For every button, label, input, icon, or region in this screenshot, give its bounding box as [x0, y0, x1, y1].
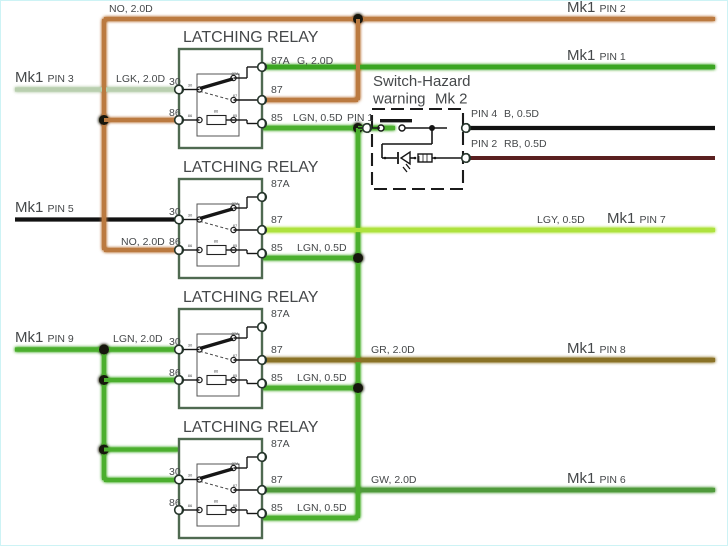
svg-text:LATCHING RELAY: LATCHING RELAY — [183, 29, 319, 46]
svg-text:RB, 0.5D: RB, 0.5D — [504, 138, 547, 150]
svg-text:LGK, 2.0D: LGK, 2.0D — [116, 73, 165, 85]
svg-text:GR, 2.0D: GR, 2.0D — [371, 344, 415, 356]
svg-text:GW, 2.0D: GW, 2.0D — [371, 474, 417, 486]
svg-text:87: 87 — [271, 344, 283, 356]
svg-text:87A: 87A — [271, 55, 290, 67]
svg-text:85: 85 — [271, 372, 283, 384]
svg-text:Mk 2: Mk 2 — [435, 91, 468, 108]
svg-text:85: 85 — [271, 502, 283, 514]
svg-text:LGN, 2.0D: LGN, 2.0D — [113, 333, 163, 345]
svg-text:Mk1 PIN 9: Mk1 PIN 9 — [15, 329, 74, 346]
svg-text:Mk1 PIN 3: Mk1 PIN 3 — [15, 69, 74, 86]
svg-text:LATCHING RELAY: LATCHING RELAY — [183, 159, 319, 176]
svg-text:LGN, 0.5D: LGN, 0.5D — [297, 502, 347, 514]
svg-text:Switch-Hazard: Switch-Hazard — [373, 73, 471, 90]
svg-text:LGY, 0.5D: LGY, 0.5D — [537, 214, 585, 226]
svg-text:warning: warning — [372, 91, 426, 108]
svg-text:86: 86 — [169, 367, 181, 379]
svg-text:87: 87 — [271, 474, 283, 486]
svg-text:87A: 87A — [271, 438, 290, 450]
svg-text:87: 87 — [271, 214, 283, 226]
svg-text:Mk1 PIN 1: Mk1 PIN 1 — [567, 47, 626, 64]
svg-text:Mk1 PIN 8: Mk1 PIN 8 — [567, 340, 626, 357]
svg-text:30: 30 — [169, 206, 181, 218]
svg-text:Mk1 PIN 5: Mk1 PIN 5 — [15, 199, 74, 216]
svg-text:B, 0.5D: B, 0.5D — [504, 108, 539, 120]
svg-text:PIN 2: PIN 2 — [471, 138, 497, 150]
svg-text:30: 30 — [169, 76, 181, 88]
svg-text:PIN 1: PIN 1 — [347, 112, 373, 124]
svg-text:86: 86 — [169, 107, 181, 119]
svg-text:85: 85 — [271, 242, 283, 254]
svg-text:LATCHING RELAY: LATCHING RELAY — [183, 289, 319, 306]
svg-text:87: 87 — [271, 84, 283, 96]
svg-text:NO, 2.0D: NO, 2.0D — [121, 236, 165, 248]
svg-text:87A: 87A — [271, 308, 290, 320]
svg-text:30: 30 — [169, 336, 181, 348]
svg-text:Mk1 PIN 7: Mk1 PIN 7 — [607, 210, 666, 227]
svg-text:LGN, 0.5D: LGN, 0.5D — [293, 112, 343, 124]
svg-text:Mk1 PIN 6: Mk1 PIN 6 — [567, 470, 626, 487]
svg-text:LATCHING RELAY: LATCHING RELAY — [183, 419, 319, 436]
svg-text:Mk1 PIN 2: Mk1 PIN 2 — [567, 1, 626, 16]
svg-text:86: 86 — [169, 236, 181, 248]
svg-text:G, 2.0D: G, 2.0D — [297, 55, 334, 67]
svg-text:LGN, 0.5D: LGN, 0.5D — [297, 372, 347, 384]
svg-text:PIN 4: PIN 4 — [471, 108, 497, 120]
svg-text:85: 85 — [271, 112, 283, 124]
svg-text:NO, 2.0D: NO, 2.0D — [109, 3, 153, 15]
svg-text:LGN, 0.5D: LGN, 0.5D — [297, 242, 347, 254]
svg-text:30: 30 — [169, 466, 181, 478]
svg-text:87A: 87A — [271, 178, 290, 190]
svg-text:86: 86 — [169, 497, 181, 509]
